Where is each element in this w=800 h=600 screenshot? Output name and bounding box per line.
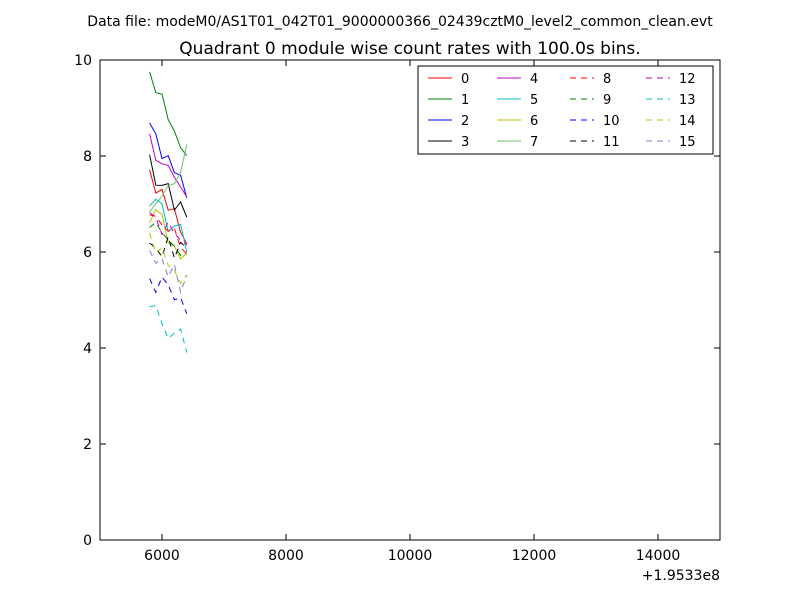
legend-label-8: 8 (603, 72, 611, 87)
series-line-7 (149, 144, 188, 213)
series-line-13 (149, 304, 188, 353)
legend-label-5: 5 (530, 93, 538, 108)
series-line-3 (149, 154, 188, 218)
y-tick-label: 10 (74, 53, 92, 69)
series-line-15 (149, 250, 188, 294)
chart-title: Quadrant 0 module wise count rates with … (179, 39, 640, 59)
x-tick-label: 14000 (636, 548, 681, 564)
x-tick-label: 6000 (144, 548, 180, 564)
figure-suptitle: Data file: modeM0/AS1T01_042T01_90000003… (87, 14, 713, 30)
legend-label-4: 4 (530, 72, 538, 87)
legend-label-3: 3 (461, 135, 469, 150)
legend-label-9: 9 (603, 93, 611, 108)
legend-label-15: 15 (679, 135, 696, 150)
series-line-10 (149, 276, 188, 314)
series-line-4 (149, 133, 188, 198)
x-tick-label: 10000 (388, 548, 433, 564)
y-tick-label: 8 (83, 149, 92, 165)
series-line-8 (149, 214, 188, 255)
legend-frame (417, 65, 714, 155)
y-tick-label: 2 (83, 437, 92, 453)
y-tick-label: 4 (83, 341, 92, 357)
legend-label-14: 14 (679, 114, 696, 129)
series-line-9 (149, 221, 187, 256)
series-line-5 (149, 198, 188, 253)
series-line-11 (149, 234, 188, 260)
legend-label-13: 13 (679, 93, 696, 108)
legend-label-1: 1 (461, 93, 469, 108)
legend-label-11: 11 (603, 135, 620, 150)
series-line-0 (149, 169, 188, 245)
x-tick-label: 8000 (268, 548, 304, 564)
legend-label-7: 7 (530, 135, 538, 150)
x-tick-label: 12000 (512, 548, 557, 564)
legend-label-12: 12 (679, 72, 696, 87)
series-line-14 (149, 232, 188, 285)
legend-label-0: 0 (461, 72, 469, 87)
legend-label-6: 6 (530, 114, 538, 129)
series-line-1 (149, 71, 188, 157)
y-tick-label: 0 (83, 533, 92, 549)
legend-label-2: 2 (461, 114, 469, 129)
series-line-6 (149, 208, 188, 260)
legend-label-10: 10 (603, 114, 620, 129)
y-tick-label: 6 (83, 245, 92, 261)
x-offset-label: +1.9533e8 (642, 568, 720, 584)
series-line-2 (149, 122, 188, 199)
